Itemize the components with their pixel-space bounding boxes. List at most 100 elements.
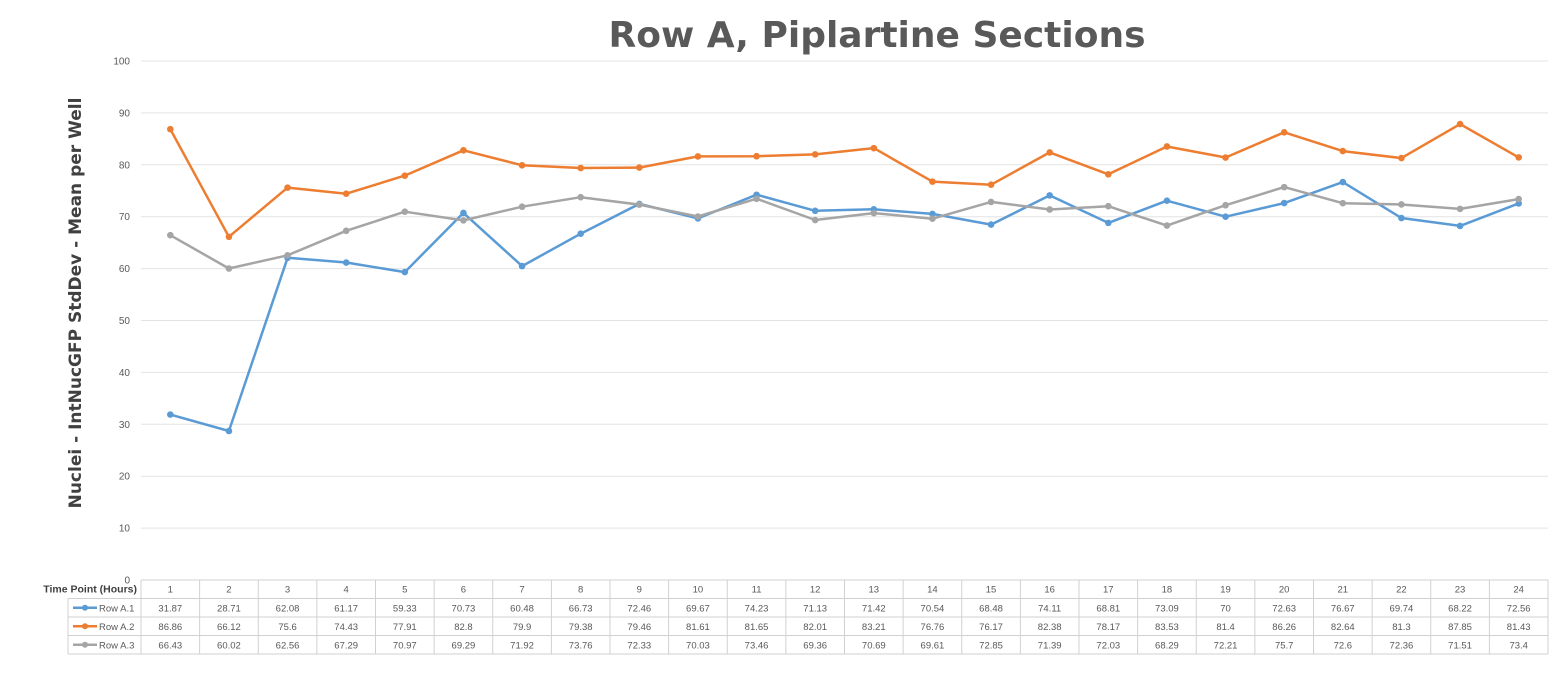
- data-label: 71.39: [1038, 640, 1062, 651]
- data-point: [1456, 120, 1464, 128]
- data-point: [1046, 149, 1053, 156]
- legend-swatch-marker: [82, 604, 88, 611]
- x-tick-label: 23: [1455, 585, 1466, 596]
- data-point: [518, 203, 526, 211]
- data-label: 74.11: [1038, 603, 1061, 614]
- y-tick-label: 90: [119, 108, 131, 119]
- x-tick-label: 6: [461, 585, 466, 596]
- legend-swatch-marker: [82, 641, 88, 648]
- x-tick-label: 8: [578, 585, 583, 596]
- data-label: 60.48: [510, 603, 534, 614]
- gridlines: [141, 60, 1548, 529]
- y-tick-label: 10: [119, 524, 131, 535]
- data-label: 70.97: [393, 640, 417, 651]
- data-point: [401, 268, 409, 276]
- data-point: [1163, 197, 1171, 204]
- data-label: 62.56: [276, 640, 300, 651]
- data-point: [1163, 222, 1171, 229]
- series-line-3: [169, 185, 1519, 270]
- data-label: 69.61: [921, 640, 945, 651]
- data-label: 76.17: [979, 622, 1003, 633]
- y-tick-label: 0: [124, 576, 130, 587]
- x-tick-label: 1: [168, 585, 173, 596]
- data-label: 72.33: [627, 640, 651, 651]
- data-point: [1222, 154, 1229, 161]
- data-label: 71.92: [510, 640, 534, 651]
- data-label: 70.69: [862, 640, 886, 651]
- data-point: [811, 216, 819, 224]
- x-tick-label: 20: [1279, 585, 1290, 596]
- data-label: 73.4: [1509, 640, 1528, 651]
- data-point: [225, 233, 233, 241]
- data-label: 59.33: [393, 603, 417, 614]
- data-point: [753, 152, 760, 160]
- data-point: [1105, 219, 1112, 227]
- data-point: [1339, 199, 1347, 207]
- data-label: 71.13: [803, 603, 827, 614]
- data-point: [1163, 143, 1171, 150]
- data-label: 72.21: [1214, 640, 1238, 651]
- data-label: 87.85: [1448, 622, 1472, 633]
- series-line-2: [169, 122, 1520, 239]
- data-label: 62.08: [276, 603, 300, 614]
- data-label: 75.7: [1275, 640, 1294, 651]
- data-label: 75.6: [278, 622, 297, 633]
- data-point: [577, 164, 584, 172]
- legend-series-name: Row A.2: [99, 622, 134, 633]
- data-point: [870, 209, 878, 217]
- data-point: [284, 184, 291, 191]
- data-point: [1280, 183, 1288, 191]
- data-label: 68.81: [1096, 603, 1120, 614]
- y-tick-label: 30: [119, 420, 131, 431]
- data-point: [1339, 178, 1347, 186]
- data-point: [1456, 205, 1464, 213]
- data-label: 70: [1220, 603, 1231, 614]
- x-tick-label: 17: [1103, 585, 1114, 596]
- data-label: 69.36: [803, 640, 827, 651]
- data-point: [929, 215, 936, 223]
- data-point: [225, 265, 233, 272]
- data-point: [811, 151, 819, 158]
- data-label: 72.03: [1096, 640, 1120, 651]
- data-label: 66.43: [158, 640, 182, 651]
- data-point: [1515, 195, 1522, 203]
- data-point: [1046, 206, 1053, 213]
- data-label: 70.54: [921, 603, 945, 614]
- y-tick-label: 20: [119, 472, 131, 483]
- data-point: [987, 181, 995, 188]
- data-label: 76.67: [1331, 603, 1355, 614]
- data-point: [518, 262, 526, 270]
- data-label: 61.17: [334, 603, 358, 614]
- data-label: 68.48: [979, 603, 1003, 614]
- data-label: 76.76: [921, 622, 945, 633]
- data-label: 72.63: [1272, 603, 1296, 614]
- x-tick-label: 9: [637, 585, 642, 596]
- data-label: 82.64: [1331, 622, 1355, 633]
- data-point: [753, 195, 760, 203]
- data-label: 79.46: [627, 622, 651, 633]
- data-point: [694, 153, 702, 160]
- data-label: 82.01: [803, 622, 827, 633]
- data-label: 31.87: [158, 603, 182, 614]
- data-label: 77.91: [393, 622, 417, 633]
- x-tick-label: 13: [869, 585, 880, 596]
- data-label: 73.76: [569, 640, 593, 651]
- x-tick-label: 15: [986, 585, 997, 596]
- x-tick-label: 7: [519, 585, 524, 596]
- data-label: 86.26: [1272, 622, 1296, 633]
- y-tick-label: 40: [119, 368, 131, 379]
- data-point: [929, 210, 936, 218]
- x-tick-label: 10: [693, 585, 704, 596]
- data-point: [1222, 213, 1229, 220]
- data-label: 74.43: [334, 622, 358, 633]
- data-point: [1105, 170, 1112, 178]
- data-label: 79.38: [569, 622, 593, 633]
- data-label: 60.02: [217, 640, 241, 651]
- data-label: 70.73: [452, 603, 476, 614]
- data-label: 66.12: [217, 622, 241, 633]
- data-label: 83.21: [862, 622, 886, 633]
- data-point: [1339, 147, 1347, 155]
- data-label: 81.65: [745, 622, 769, 633]
- data-label: 73.09: [1155, 603, 1179, 614]
- data-point: [929, 178, 936, 185]
